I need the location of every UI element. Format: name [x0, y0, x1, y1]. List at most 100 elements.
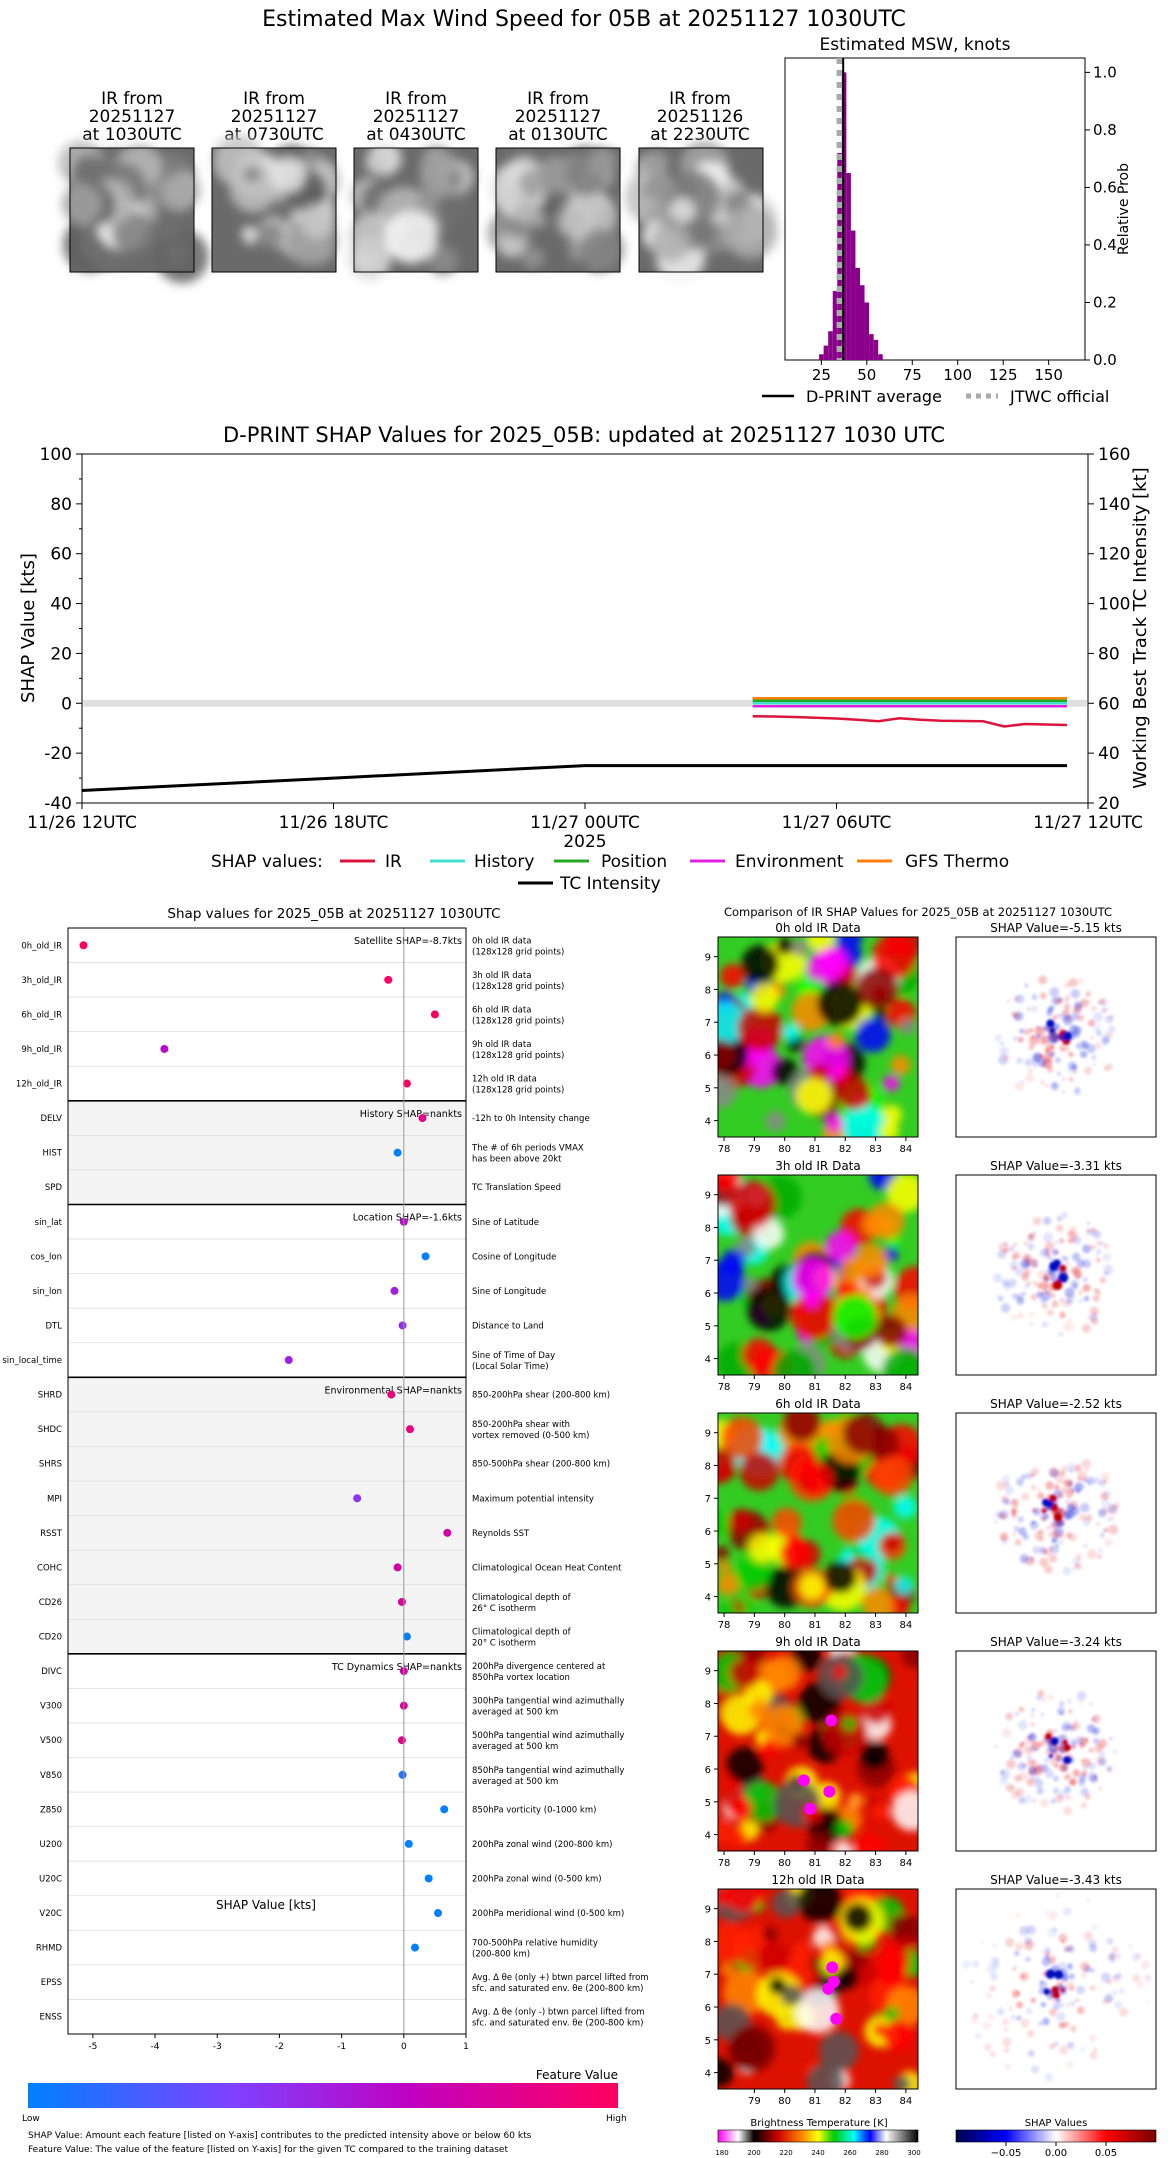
feature-name: HIST: [43, 1149, 63, 1159]
feature-point: [160, 1044, 169, 1053]
shap-speck: [1012, 1036, 1018, 1042]
ir-blob: [893, 2075, 911, 2089]
ir-blob: [884, 2006, 900, 2022]
shap-speck: [1020, 2018, 1030, 2028]
lat-tick-label: 6: [705, 2003, 711, 2014]
msw-y-tick-label: 0.6: [1093, 178, 1117, 196]
msw-ylabel: Relative Prob: [1116, 163, 1132, 255]
ir-blob: [899, 1018, 916, 1036]
thumb-5-line2: 20251126: [657, 107, 744, 127]
shap-speck: [1092, 1012, 1103, 1022]
msw-y-tick-label: 0.2: [1093, 293, 1117, 311]
ir-thumbnail-3: [347, 141, 479, 281]
feature-desc: Reynolds SST: [472, 1529, 530, 1539]
ir-blob: [882, 2020, 914, 2052]
msw-plot-frame: [784, 57, 1086, 361]
shap-speck: [1012, 1532, 1016, 1536]
ir-blob: [720, 1962, 735, 1977]
shap-speck: [975, 2033, 982, 2040]
lat-tick-label: 7: [705, 1970, 711, 1981]
thumb-clouds: [212, 134, 340, 267]
ir-blob: [825, 1230, 857, 1263]
shap-speck: [1006, 1759, 1016, 1769]
ir-blob: [790, 1291, 839, 1339]
shap-speck: [1087, 1019, 1096, 1027]
shap-speck: [990, 1972, 998, 1981]
shap-speck: [1015, 1912, 1022, 1918]
thumb-clouds: [487, 146, 624, 273]
shap-map: [962, 1893, 1152, 2082]
shap-speck: [1086, 1899, 1091, 1903]
lon-tick-label: 80: [778, 1858, 791, 1869]
shap-speck: [1017, 1720, 1028, 1730]
shap-speck: [1027, 2050, 1035, 2057]
shap-speck: [1030, 1005, 1038, 1013]
shap-speck: [971, 1960, 980, 1968]
shap-speck: [1057, 1961, 1067, 1971]
bt-colorbar-tick: 260: [843, 2149, 856, 2157]
lon-tick-label: 84: [900, 1620, 913, 1631]
shap-speck: [1081, 1459, 1091, 1469]
shap-speck: [1041, 1064, 1045, 1068]
shap-speck: [1101, 1498, 1111, 1508]
shap-speck: [1099, 1277, 1107, 1284]
ir-blob: [853, 1833, 886, 1851]
shap-frame: [955, 1888, 1157, 2090]
shap-speck: [1029, 1745, 1036, 1753]
shap-speck: [1108, 1524, 1119, 1535]
lon-tick-label: 83: [869, 1382, 882, 1393]
ir-image: [718, 1413, 918, 1613]
ir-blob: [718, 2057, 734, 2088]
msw-bar: [855, 267, 860, 360]
shap-speck: [1110, 1517, 1114, 1521]
cmp-title: Comparison of IR SHAP Values for 2025_05…: [724, 905, 1112, 919]
shap-speck: [1114, 1952, 1122, 1960]
feature-desc-2: 20° C isotherm: [472, 1639, 536, 1649]
shap-panel-title: SHAP Value=-3.24 kts: [990, 1635, 1122, 1649]
ir-blob: [834, 937, 863, 952]
ir-panel-title: 6h old IR Data: [775, 1397, 861, 1411]
shap-speck: [1055, 1224, 1064, 1233]
shap-speck: [1109, 1957, 1116, 1963]
msw-bar: [828, 331, 833, 360]
shap-speck: [1065, 1487, 1075, 1497]
ir-blob: [832, 1499, 876, 1543]
ir-blob: [719, 1602, 738, 1613]
shap-panel-title: SHAP Value=-5.15 kts: [990, 921, 1122, 935]
shap-speck: [1031, 1035, 1036, 1039]
shap-speck: [1073, 1088, 1081, 1096]
shap-speck: [1063, 1907, 1072, 1916]
ts-x-tick-label: 11/26 12UTC: [27, 813, 137, 833]
cloud-blob: [521, 246, 545, 270]
feature-name: COHC: [37, 1563, 62, 1573]
shap-core: [1059, 1264, 1067, 1272]
lon-tick-label: 79: [748, 1620, 761, 1631]
shap-speck: [985, 1992, 993, 1999]
ts-y2-tick-label: 60: [1098, 694, 1120, 714]
msw-y-tick-label: 0.0: [1093, 351, 1117, 369]
feature-name: RSST: [40, 1529, 63, 1539]
shap-speck: [1078, 1048, 1082, 1052]
shap-speck: [1031, 1708, 1035, 1712]
shap-speck: [989, 1985, 996, 1992]
ir-blob: [879, 1121, 899, 1137]
shap-speck: [1016, 1991, 1021, 1995]
feat-x-tick-label: -5: [88, 2042, 97, 2052]
shap-speck: [1023, 1268, 1031, 1277]
shap-speck: [1083, 1965, 1092, 1973]
shap-speck: [962, 1960, 971, 1969]
shap-core: [1062, 1031, 1072, 1042]
ts-y2-tick-label: 100: [1098, 595, 1130, 615]
cloud-blob: [643, 149, 670, 177]
shap-speck: [1002, 2037, 1012, 2047]
ir-blob: [742, 1781, 783, 1822]
shap-speck: [1097, 1738, 1108, 1749]
feature-point: [402, 1632, 411, 1641]
shap-speck: [1118, 1988, 1125, 1995]
ir-blob: [786, 1533, 803, 1551]
feature-desc-2: averaged at 500 km: [472, 1742, 558, 1752]
shap-speck: [1055, 1250, 1059, 1255]
feature-desc: 12h old IR data: [472, 1075, 537, 1085]
shap-speck: [1068, 1973, 1075, 1980]
